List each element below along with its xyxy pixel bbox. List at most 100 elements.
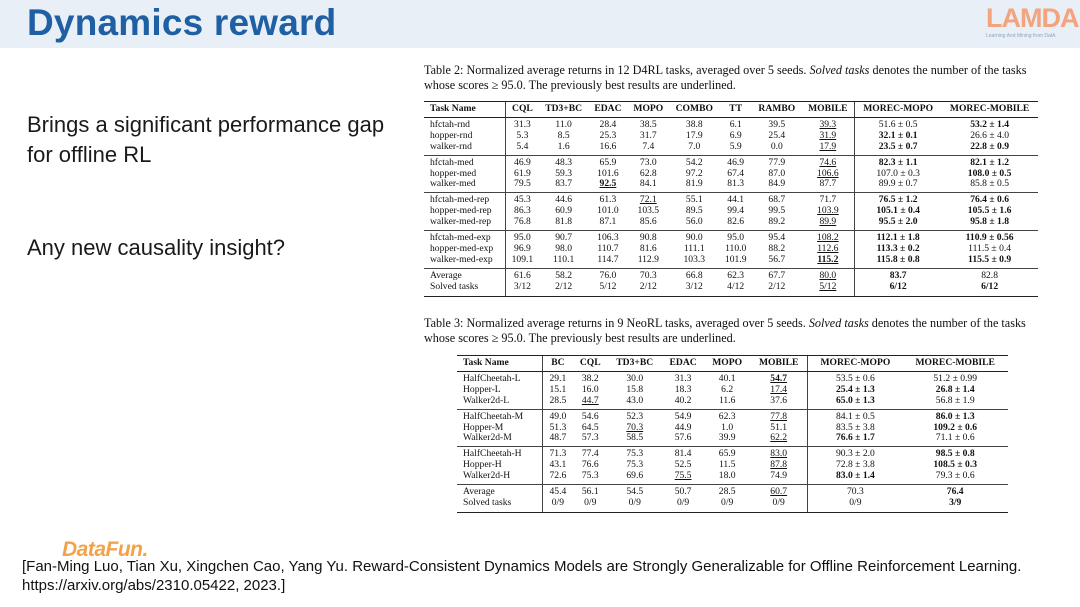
column-header: Task Name xyxy=(457,355,543,372)
table-row: Average 61.6 58.2 76.0 70.3 66.8 62.3 67.7 80.0 8… xyxy=(424,268,1038,282)
score-cell: 82.1 ± 1.2 xyxy=(970,156,1010,168)
task-name-cell: Walker2d-L xyxy=(457,395,543,410)
score-cell: 38.5 xyxy=(639,118,657,130)
score-cell: 0/9 xyxy=(572,497,608,513)
score-cell: 31.9 xyxy=(819,129,837,141)
score-cell: 62.8 xyxy=(639,167,657,179)
score-cell: 107.0 ± 0.3 xyxy=(854,168,942,180)
score-cell: 76.6 xyxy=(581,459,599,471)
score-cell: 11.5 xyxy=(718,459,736,471)
score-cell: 22.8 ± 0.9 xyxy=(941,141,1038,156)
score-cell: 96.9 xyxy=(505,243,539,255)
score-cell: 110.0 xyxy=(725,242,747,254)
column-header: EDAC xyxy=(661,355,705,372)
score-cell: 17.4 xyxy=(770,383,788,395)
task-name-cell: walker-med-exp xyxy=(424,254,506,269)
score-cell: 108.0 ± 0.5 xyxy=(967,167,1012,179)
column-header: TD3+BC xyxy=(538,101,589,118)
column-header: MOPO xyxy=(704,355,750,372)
score-cell: 43.1 xyxy=(541,459,573,472)
score-cell: 83.7 xyxy=(854,268,942,282)
score-cell: 44.7 xyxy=(572,395,608,410)
score-cell: 99.5 xyxy=(768,205,786,217)
score-cell: 25.4 xyxy=(768,129,786,141)
score-cell: 51.3 xyxy=(541,422,573,434)
score-cell: 40.2 xyxy=(661,395,705,410)
table2-caption-text-end: denotes the number of the tasks whose sc… xyxy=(424,63,1027,92)
task-name-cell: Hopper-L xyxy=(463,383,501,395)
score-cell: 110.1 xyxy=(538,254,589,269)
score-cell: 87.1 xyxy=(588,216,628,232)
table2-caption: Table 2: Normalized average returns in 1… xyxy=(424,63,1054,93)
score-cell: 51.2 ± 0.99 xyxy=(933,372,978,384)
score-cell: 90.7 xyxy=(555,232,573,244)
score-cell: 87.7 xyxy=(801,178,855,194)
score-cell: 75.3 xyxy=(626,459,644,471)
score-cell: 4/12 xyxy=(719,281,753,297)
score-cell: 97.2 xyxy=(685,167,703,179)
table-row: hfctah-med-exp 95.0 90.7 106.3 90.8 90.0 95.0 9… xyxy=(424,230,1038,244)
score-cell: 98.0 xyxy=(555,242,573,254)
score-cell: 89.2 xyxy=(752,216,802,232)
score-cell: 72.8 ± 3.8 xyxy=(807,459,903,472)
score-cell: 25.4 ± 1.3 xyxy=(807,384,903,396)
score-cell: 26.8 ± 1.4 xyxy=(935,383,975,395)
score-cell: 15.1 xyxy=(541,384,573,396)
column-header: Task Name xyxy=(424,101,506,118)
table-row: Walker2d-L 28.5 44.7 43.0 40.2 11.6 37.6 65.0 ±… xyxy=(457,395,1008,410)
task-name-cell: Hopper-H xyxy=(463,459,502,471)
table-row: walker-rnd 5.4 1.6 16.6 7.4 7.0 5.9 0.0 17.9 23.5… xyxy=(424,141,1038,156)
score-cell: 72.1 xyxy=(639,194,657,206)
score-cell: 54.6 xyxy=(581,410,599,422)
score-cell: 51.1 xyxy=(770,421,788,433)
score-cell: 76.8 xyxy=(505,216,539,232)
score-cell: 54.9 xyxy=(674,410,692,422)
score-cell: 2/12 xyxy=(538,281,589,297)
lamda-logo: LAMDA Learning And Mining from DatA xyxy=(986,4,1079,44)
score-cell: 17.9 xyxy=(801,141,855,156)
score-cell: 38.8 xyxy=(685,118,703,130)
score-cell: 115.5 ± 0.9 xyxy=(941,254,1038,269)
score-cell: 76.0 xyxy=(599,269,617,281)
score-cell: 105.1 ± 0.4 xyxy=(854,205,942,218)
score-cell: 65.0 ± 1.3 xyxy=(807,395,903,410)
column-header: MOREC-MOBILE xyxy=(902,355,1008,372)
score-cell: 0/9 xyxy=(661,497,705,513)
score-cell: 85.8 ± 0.5 xyxy=(941,178,1038,194)
score-cell: 103.3 xyxy=(669,254,720,269)
score-cell: 95.0 xyxy=(505,230,539,244)
score-cell: 75.3 xyxy=(626,448,644,460)
task-name-cell: hfctah-med-rep xyxy=(430,194,490,206)
score-cell: 32.1 ± 0.1 xyxy=(854,130,942,142)
score-cell: 0/9 xyxy=(750,497,808,513)
score-cell: 115.8 ± 0.8 xyxy=(854,254,942,269)
score-cell: 18.3 xyxy=(674,383,692,395)
score-cell: 59.3 xyxy=(555,167,573,179)
score-cell: 1.0 xyxy=(721,421,734,433)
score-cell: 80.0 xyxy=(819,269,837,281)
score-cell: 89.5 xyxy=(685,205,703,217)
score-cell: 53.2 ± 1.4 xyxy=(970,118,1010,130)
score-cell: 48.3 xyxy=(555,156,573,168)
score-cell: 86.0 ± 1.3 xyxy=(935,410,975,422)
score-cell: 3/12 xyxy=(505,281,539,297)
task-name-cell: HalfCheetah-M xyxy=(463,410,524,422)
score-cell: 76.6 ± 1.7 xyxy=(807,432,903,448)
score-cell: 76.4 xyxy=(946,486,964,498)
task-name-cell: hfctah-rnd xyxy=(430,118,470,130)
score-cell: 82.3 ± 1.1 xyxy=(854,155,942,169)
table-row: walker-med 79.5 83.7 92.5 84.1 81.9 81.3 84.9 87… xyxy=(424,178,1038,194)
score-cell: 48.7 xyxy=(541,432,573,448)
table3-caption: Table 3: Normalized average returns in 9… xyxy=(424,316,1054,346)
task-name-cell: walker-med xyxy=(424,178,506,194)
score-cell: 0/9 xyxy=(541,497,573,513)
score-cell: 5/12 xyxy=(801,281,855,297)
column-header: TT xyxy=(719,101,753,118)
score-cell: 77.9 xyxy=(768,156,786,168)
score-cell: 81.6 xyxy=(639,242,657,254)
score-cell: 110.7 xyxy=(597,242,619,254)
table3-caption-text-end: denotes the number of the tasks whose sc… xyxy=(424,316,1026,345)
score-cell: 74.6 xyxy=(819,156,837,168)
score-cell: 69.6 xyxy=(607,470,662,486)
table-row: HalfCheetah-L 29.1 38.2 30.0 31.3 40.1 54.7 53.… xyxy=(457,371,1008,385)
